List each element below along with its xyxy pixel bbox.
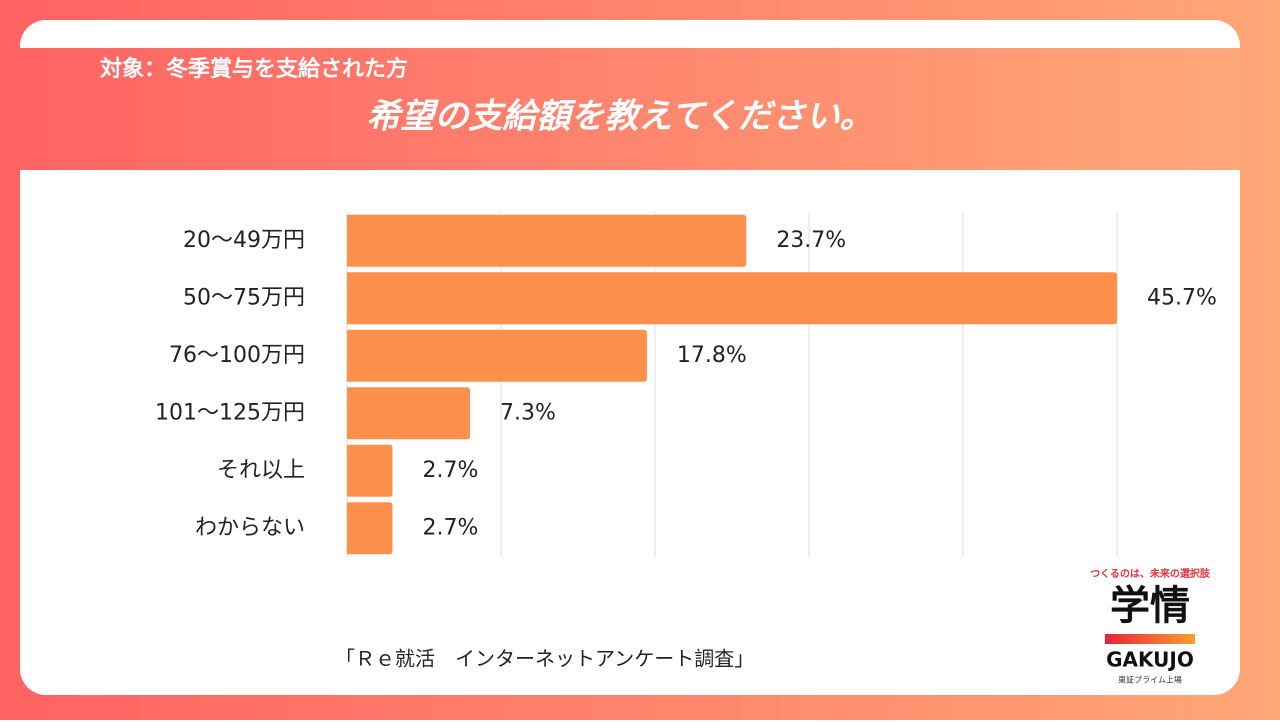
logo-listing: 東証プライム上場 [1118,675,1182,685]
value-label: 7.3% [500,400,556,425]
question-title: 希望の支給額を教えてください。 [366,97,873,137]
logo-name: 学情 [1110,583,1190,629]
logo-bar [1105,634,1195,644]
bar [347,214,747,267]
category-label: 76～100万円 [169,343,305,368]
category-label: わからない [195,515,305,540]
bar [347,387,470,440]
category-label: それ以上 [217,458,305,483]
footnote: 「Ｒｅ就活 インターネットアンケート調査」 [335,647,754,671]
header-band [20,48,1240,170]
value-label: 2.7% [422,458,478,483]
target-text: 対象：冬季賞与を支給された方 [100,56,408,82]
chart: 20～49万円 23.7% 50～75万円 45.7% 76～100万円 17.8% 101… [155,212,1217,557]
category-label: 101～125万円 [155,400,305,425]
value-label: 45.7% [1147,285,1217,310]
value-label: 17.8% [677,343,747,368]
logo-tagline: つくるのは、未来の選択肢 [1090,567,1211,580]
value-label: 2.7% [422,515,478,540]
bar [347,502,393,555]
value-label: 23.7% [776,228,846,253]
logo: つくるのは、未来の選択肢 学情 GAKUJO 東証プライム上場 [1090,567,1211,685]
bar [347,329,647,382]
category-label: 20～49万円 [183,228,305,253]
logo-roman: GAKUJO [1106,648,1194,672]
bar [347,272,1117,325]
category-label: 50～75万円 [183,285,305,310]
bar [347,444,393,497]
